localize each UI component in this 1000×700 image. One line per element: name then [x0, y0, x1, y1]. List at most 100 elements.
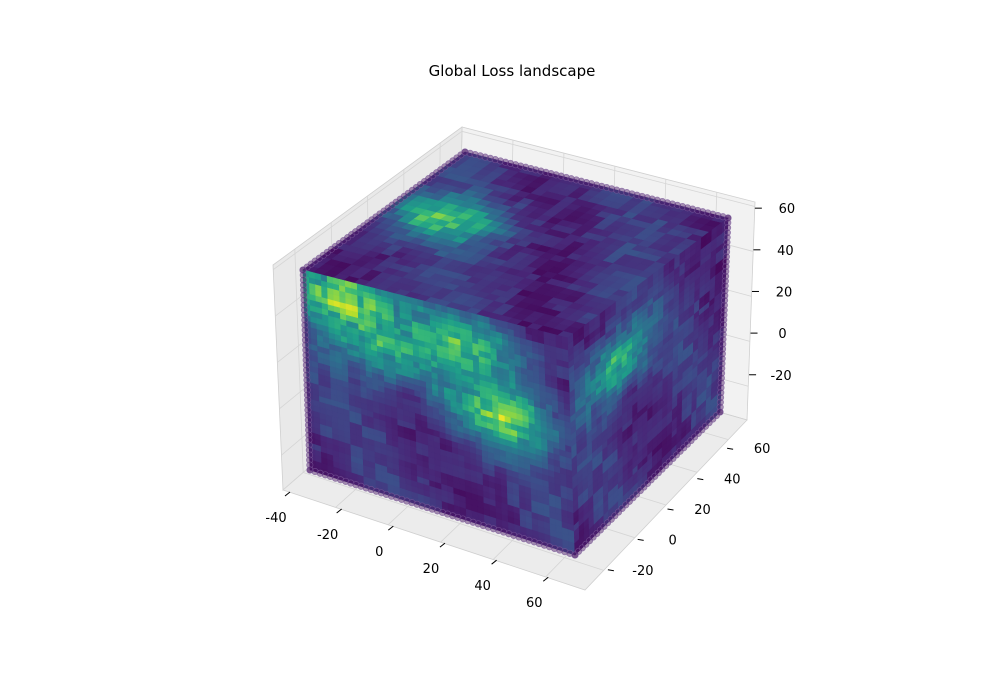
scatter-cell	[368, 286, 376, 295]
y-tick-label: -20	[632, 564, 653, 579]
edge-marker	[300, 291, 308, 299]
edge-marker	[299, 281, 308, 289]
x-tick	[542, 576, 549, 582]
edge-marker	[618, 504, 626, 513]
edge-marker	[301, 336, 309, 344]
edge-marker	[658, 465, 666, 473]
edge-marker	[305, 426, 313, 434]
edge-marker	[301, 331, 309, 339]
edge-marker	[304, 416, 312, 424]
x-tick-label: -40	[265, 511, 286, 526]
scatter-cell	[489, 317, 497, 326]
scatter-cell	[507, 322, 515, 331]
edge-marker	[629, 494, 637, 502]
edge-marker	[720, 311, 728, 319]
edge-marker	[300, 296, 308, 304]
edge-marker	[651, 472, 659, 480]
y-tick	[607, 569, 614, 572]
grid-line-y	[294, 249, 604, 571]
edge-marker	[701, 422, 710, 430]
edge-marker	[578, 544, 586, 552]
edge-marker	[299, 276, 307, 284]
edge-marker	[300, 301, 308, 309]
edge-marker	[305, 431, 313, 439]
x-tick	[387, 525, 394, 531]
right	[567, 217, 729, 556]
scatter-cell	[471, 312, 479, 322]
z-tick-label: 60	[779, 202, 796, 217]
y-tick-label: 20	[694, 503, 711, 518]
edge-marker	[301, 326, 309, 334]
scatter-cell	[417, 299, 424, 308]
edge-marker	[582, 540, 590, 548]
edge-marker	[305, 446, 313, 454]
edge-marker	[614, 508, 623, 516]
scatter-cell	[314, 272, 322, 281]
x-tick	[336, 508, 342, 514]
scatter-cell	[405, 295, 412, 304]
x-tick-label: 60	[526, 596, 543, 611]
edge-marker	[633, 490, 641, 498]
z-tick-label: 40	[777, 244, 794, 259]
edge-marker	[723, 233, 731, 241]
scatter-cell	[441, 305, 449, 314]
edge-marker	[640, 483, 648, 491]
edge-marker	[304, 396, 312, 404]
edge-marker	[683, 440, 691, 448]
y-tick-label: 40	[724, 473, 741, 488]
scatter-cell	[519, 325, 527, 334]
scatter-cell	[483, 316, 491, 325]
scatter-cell	[477, 314, 485, 323]
scatter-cell	[531, 328, 539, 337]
edge-marker	[303, 391, 311, 399]
edge-marker	[719, 340, 727, 348]
scatter-cell	[399, 294, 406, 303]
scatter-cell	[386, 291, 394, 300]
scatter-cell	[447, 306, 455, 315]
edge-marker	[304, 401, 312, 409]
scatter-cell	[453, 308, 461, 317]
edge-marker	[718, 359, 726, 368]
edge-marker	[301, 311, 309, 319]
edge-marker	[589, 533, 597, 541]
edge-marker	[698, 426, 706, 434]
scatter-cell	[555, 334, 563, 343]
edge-marker	[571, 551, 579, 559]
scatter-cell	[495, 319, 503, 328]
scatter-cell	[374, 288, 382, 297]
edge-marker	[625, 497, 633, 505]
scatter-cell	[380, 289, 388, 298]
edge-marker	[305, 436, 313, 444]
edge-marker	[719, 330, 727, 338]
y-axis: -20 0 20 40 60	[607, 442, 771, 579]
edge-marker	[585, 537, 594, 545]
edge-marker	[722, 262, 730, 271]
edge-marker	[717, 374, 725, 382]
edge-marker	[300, 306, 308, 314]
edge-marker	[716, 403, 724, 411]
edge-marker	[643, 479, 652, 488]
edge-marker	[304, 421, 312, 429]
scatter-cube	[299, 148, 732, 559]
edge-marker	[302, 361, 310, 369]
edge-marker	[303, 371, 311, 379]
scatter-cell	[392, 292, 400, 301]
edge-marker	[302, 366, 311, 374]
scatter-cell	[561, 336, 569, 345]
y-tick-label: 0	[669, 533, 677, 548]
y-tick-label: 60	[754, 442, 771, 457]
edge-marker	[665, 458, 673, 466]
y-tick	[697, 478, 704, 481]
x-tick-label: 0	[375, 545, 383, 560]
scatter-cell	[525, 326, 533, 336]
edge-marker	[723, 248, 731, 256]
chart-title: Global Loss landscape	[429, 62, 596, 80]
scatter-cell	[338, 278, 346, 287]
x-tick	[491, 559, 497, 565]
edge-marker	[302, 346, 310, 354]
edge-marker	[721, 282, 729, 290]
edge-marker	[303, 386, 311, 394]
edge-marker	[302, 351, 310, 359]
z-tick-label: -20	[770, 369, 791, 384]
edge-marker	[302, 341, 310, 349]
